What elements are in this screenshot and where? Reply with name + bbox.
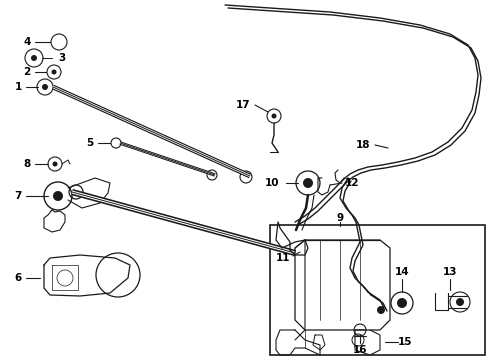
Text: 15: 15 (397, 337, 411, 347)
Circle shape (449, 292, 469, 312)
Circle shape (31, 55, 37, 61)
Circle shape (25, 49, 43, 67)
Text: 7: 7 (14, 191, 21, 201)
Text: 16: 16 (352, 345, 366, 355)
Text: 14: 14 (394, 267, 408, 277)
Text: 6: 6 (14, 273, 21, 283)
Bar (269, 225, 484, 355)
Circle shape (376, 306, 384, 314)
Circle shape (271, 113, 276, 118)
Text: 13: 13 (442, 267, 456, 277)
Text: 5: 5 (86, 138, 93, 148)
Circle shape (96, 253, 140, 297)
Text: 17: 17 (235, 100, 250, 110)
Circle shape (266, 109, 281, 123)
Circle shape (396, 298, 406, 308)
Text: 3: 3 (58, 53, 65, 63)
Text: 2: 2 (23, 67, 31, 77)
Text: 4: 4 (23, 37, 31, 47)
Text: 9: 9 (336, 213, 343, 223)
Circle shape (44, 182, 72, 210)
Circle shape (455, 298, 463, 306)
Circle shape (390, 292, 412, 314)
Circle shape (51, 69, 57, 75)
Text: 18: 18 (355, 140, 369, 150)
Circle shape (295, 171, 319, 195)
Text: 10: 10 (264, 178, 279, 188)
Circle shape (53, 191, 63, 201)
Text: 12: 12 (344, 178, 359, 188)
Circle shape (47, 65, 61, 79)
Circle shape (42, 84, 48, 90)
Text: 8: 8 (23, 159, 31, 169)
Text: 11: 11 (275, 253, 290, 263)
Circle shape (303, 178, 312, 188)
Text: 1: 1 (14, 82, 21, 92)
Circle shape (48, 157, 62, 171)
Circle shape (52, 162, 58, 166)
